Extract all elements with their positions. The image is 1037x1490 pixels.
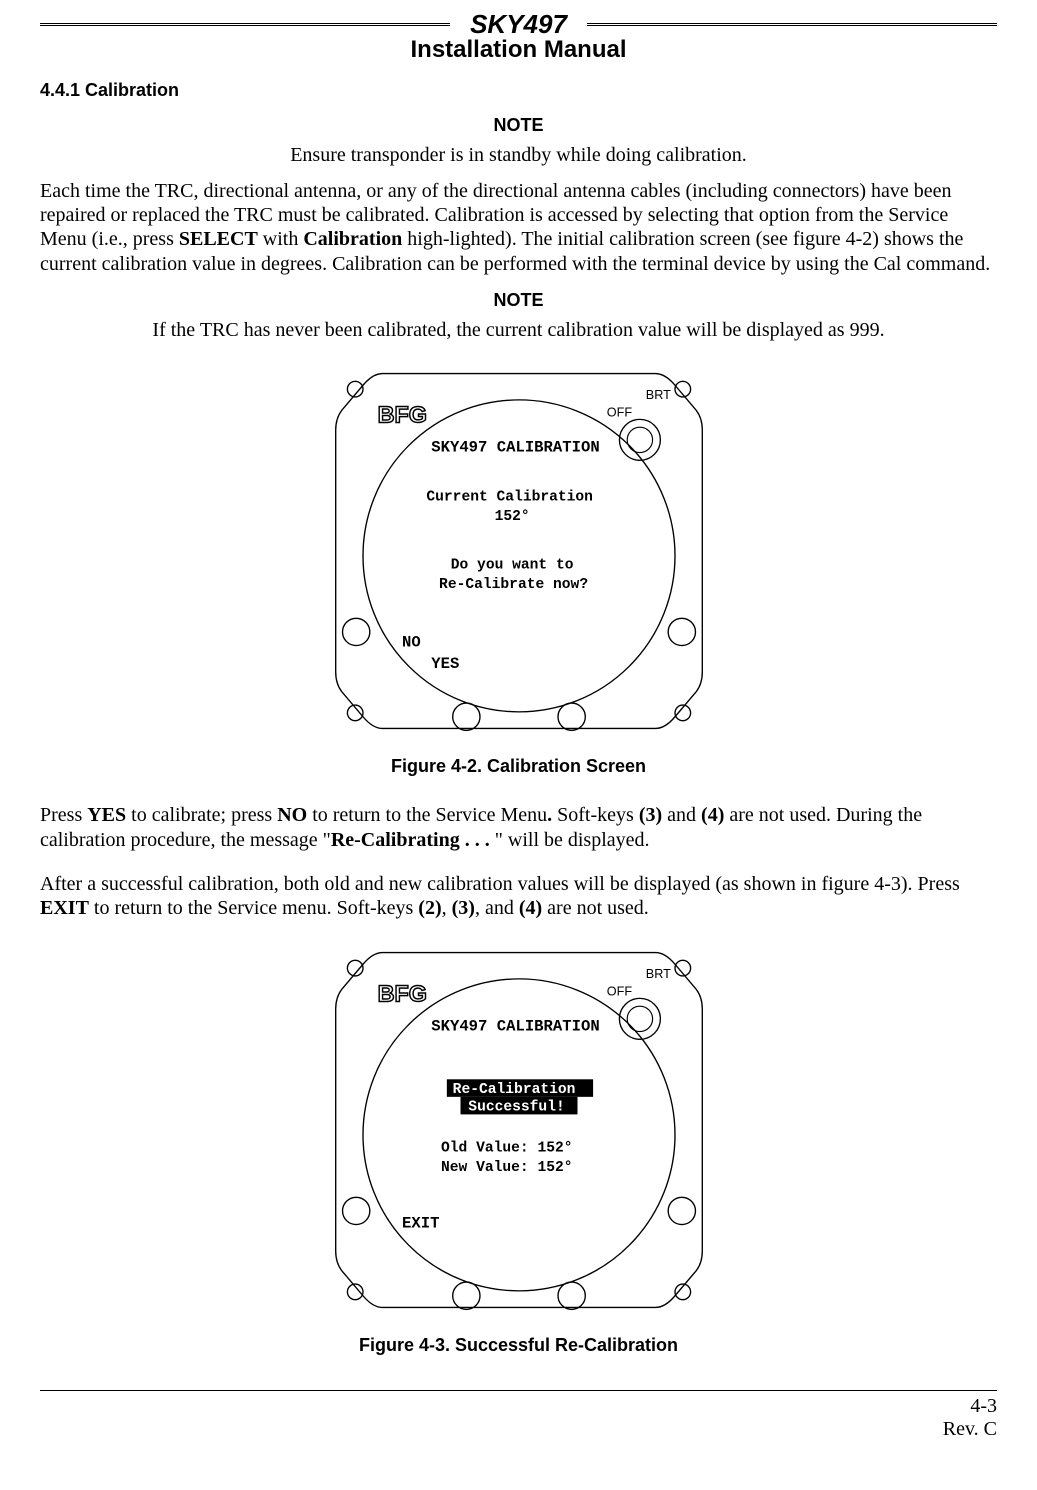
svg-text:BRT: BRT (645, 967, 670, 981)
product-title: SKY497 (458, 10, 579, 39)
footer-rule (40, 1390, 997, 1391)
paragraph-1: Each time the TRC, directional antenna, … (40, 179, 997, 277)
bfg-logo-1: BFG (377, 401, 426, 427)
footer-row: 4-3 Rev. C (40, 1395, 997, 1441)
svg-text:SKY497 CALIBRATION: SKY497 CALIBRATION (431, 439, 599, 457)
svg-text:New Value: 152°: New Value: 152° (441, 1160, 573, 1176)
note-heading-2: NOTE (40, 290, 997, 311)
note-text-1: Ensure transponder is in standby while d… (40, 144, 997, 167)
svg-text:SKY497 CALIBRATION: SKY497 CALIBRATION (431, 1017, 599, 1035)
recalibration-screen-svg: BFG BRT OFF SKY497 CALIBRATION Re-Calibr… (324, 935, 714, 1325)
section-heading: 4.4.1 Calibration (40, 80, 997, 101)
svg-text:Current Calibration: Current Calibration (426, 489, 593, 505)
svg-text:152°: 152° (494, 509, 529, 525)
svg-text:Successful!: Successful! (468, 1099, 564, 1115)
svg-text:NO: NO (402, 634, 421, 652)
figure-4-3-caption: Figure 4-3. Successful Re-Calibration (324, 1335, 714, 1356)
svg-text:OFF: OFF (606, 406, 632, 420)
note-text-2: If the TRC has never been calibrated, th… (40, 319, 997, 342)
figure-4-3: BFG BRT OFF SKY497 CALIBRATION Re-Calibr… (324, 935, 714, 1356)
svg-text:OFF: OFF (606, 984, 632, 998)
header-bar: SKY497 (40, 10, 997, 39)
svg-text:BRT: BRT (645, 388, 670, 402)
bfg-logo-2: BFG (377, 980, 426, 1006)
note-heading-1: NOTE (40, 115, 997, 136)
svg-text:Old Value: 152°: Old Value: 152° (441, 1140, 573, 1156)
product-subtitle: Installation Manual (40, 36, 997, 64)
paragraph-2: Press YES to calibrate; press NO to retu… (40, 803, 997, 852)
svg-text:EXIT: EXIT (402, 1214, 439, 1232)
svg-text:YES: YES (431, 655, 459, 673)
revision-label: Rev. C (943, 1418, 997, 1441)
svg-text:Do you want to: Do you want to (450, 558, 573, 574)
figure-4-2-caption: Figure 4-2. Calibration Screen (324, 756, 714, 777)
svg-text:Re-Calibration: Re-Calibration (452, 1082, 575, 1098)
page-number: 4-3 (943, 1395, 997, 1418)
figure-4-2: BFG BRT OFF SKY497 CALIBRATION Current C… (324, 356, 714, 777)
svg-text:Re-Calibrate now?: Re-Calibrate now? (439, 577, 588, 593)
paragraph-3: After a successful calibration, both old… (40, 872, 997, 921)
calibration-screen-svg: BFG BRT OFF SKY497 CALIBRATION Current C… (324, 356, 714, 746)
